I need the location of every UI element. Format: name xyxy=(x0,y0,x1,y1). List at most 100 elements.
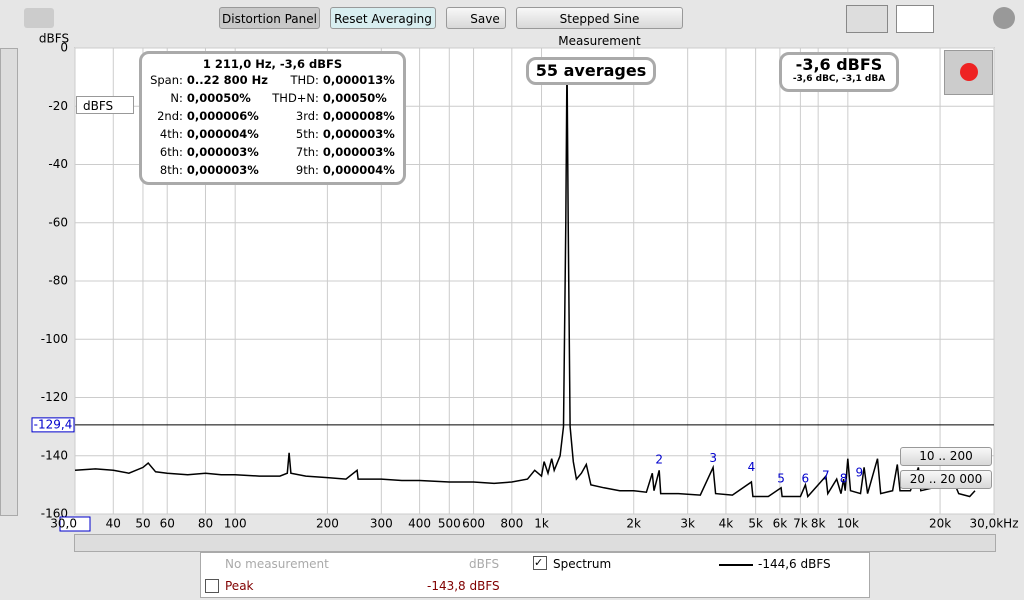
level-main: -3,6 dBFS xyxy=(795,55,883,74)
x-tick-label: 8k xyxy=(811,517,826,531)
info-label: 2nd: xyxy=(157,109,183,123)
info-row: 8th: 0,000003% 9th: 0,000004% xyxy=(148,161,397,179)
info-label: N: xyxy=(170,91,183,105)
x-tick-label: 20k xyxy=(929,517,951,531)
x-tick-label: 600 xyxy=(462,517,485,531)
harmonic-label: 5 xyxy=(777,472,785,486)
record-button[interactable] xyxy=(944,50,993,95)
unit-select[interactable]: dBFS xyxy=(76,96,134,114)
x-tick-label: 800 xyxy=(500,517,523,531)
y-tick-label: -120 xyxy=(41,390,68,404)
info-value: 0..22 800 Hz xyxy=(186,73,268,87)
harmonic-label: 9 xyxy=(855,466,863,480)
info-label: 6th: xyxy=(159,145,183,159)
info-heading: 1 211,0 Hz, -3,6 dBFS xyxy=(202,57,343,71)
legend-panel: No measurement dBFS ✓ Spectrum -144,6 dB… xyxy=(200,552,870,598)
peak-checkbox[interactable] xyxy=(205,579,219,593)
harmonic-label: 2 xyxy=(655,453,663,467)
info-value: 0,00050% xyxy=(186,91,251,105)
info-value: 0,000013% xyxy=(322,73,395,87)
x-tick-label: 3k xyxy=(680,517,695,531)
x-tick-label: 2k xyxy=(626,517,641,531)
info-row: Span: 0..22 800 Hz THD: 0,000013% xyxy=(148,71,397,89)
range-button[interactable]: 10 .. 200 xyxy=(900,447,992,466)
legend-unit: dBFS xyxy=(469,557,500,571)
info-label: 4th: xyxy=(159,127,183,141)
info-value: 0,000003% xyxy=(186,163,259,177)
info-panel: 1 211,0 Hz, -3,6 dBFS Span: 0..22 800 Hz T… xyxy=(139,51,406,185)
x-tick-label: 1k xyxy=(534,517,549,531)
info-row: N: 0,00050% THD+N: 0,00050% xyxy=(148,89,397,107)
harmonic-label: 7 xyxy=(822,469,830,483)
harmonic-label: 8 xyxy=(840,472,848,486)
camera-icon[interactable] xyxy=(24,8,54,28)
harmonic-label: 4 xyxy=(748,460,756,474)
x-tick-label: 30,0 xyxy=(50,517,77,531)
x-tick-label: 7k xyxy=(793,517,808,531)
info-label: 7th: xyxy=(295,145,319,159)
y-tick-label: -100 xyxy=(41,332,68,346)
info-label: THD+N: xyxy=(272,91,319,105)
x-tick-label: 60 xyxy=(160,517,175,531)
x-tick-label: 200 xyxy=(316,517,339,531)
info-value: 0,00050% xyxy=(322,91,387,105)
settings-icon[interactable] xyxy=(993,7,1015,29)
spectrum-line xyxy=(74,58,976,499)
legend-entry: No measurement xyxy=(225,557,329,571)
info-value: 0,000004% xyxy=(322,163,395,177)
x-tick-label: 500 xyxy=(438,517,461,531)
range-button[interactable]: 20 .. 20 000 xyxy=(900,470,992,489)
y-axis-label: dBFS xyxy=(39,32,69,46)
info-label: Span: xyxy=(150,73,183,87)
legend-swatch xyxy=(719,564,753,566)
info-value: 0,000003% xyxy=(322,145,395,159)
cursor-box xyxy=(31,417,75,433)
x-tick-label: 100 xyxy=(224,517,247,531)
info-value: 0,000003% xyxy=(322,127,395,141)
x-tick-label: 4k xyxy=(719,517,734,531)
h-scrollbar[interactable] xyxy=(74,534,996,552)
x-tick-label: 10k xyxy=(837,517,859,531)
cursor-label: -129,4 xyxy=(34,417,73,431)
info-label: THD: xyxy=(290,73,319,87)
harmonic-label: 3 xyxy=(709,451,717,465)
x-tick-label: 40 xyxy=(106,517,121,531)
x-tick-label: 80 xyxy=(198,517,213,531)
v-scrollbar[interactable] xyxy=(0,48,18,516)
view-icon[interactable] xyxy=(846,5,888,33)
x-tick-label: 30,0kHz xyxy=(970,517,1019,531)
x-tick-label: 5k xyxy=(748,517,763,531)
averages-box: 55 averages xyxy=(526,57,656,85)
x-tick-label: 300 xyxy=(370,517,393,531)
info-label: 5th: xyxy=(295,127,319,141)
info-label: 3rd: xyxy=(295,109,319,123)
info-value: 0,000004% xyxy=(186,127,259,141)
info-label: 9th: xyxy=(295,163,319,177)
legend-entry: Peak xyxy=(225,579,254,593)
distortion-button[interactable]: Distortion Panel xyxy=(219,7,320,29)
harmonic-label: 6 xyxy=(802,472,810,486)
y-tick-label: -40 xyxy=(48,157,68,171)
info-row: 4th: 0,000004% 5th: 0,000003% xyxy=(148,125,397,143)
stepped-button[interactable]: Stepped Sine Measurement xyxy=(516,7,683,48)
y-tick-label: -80 xyxy=(48,274,68,288)
legend-value: -143,8 dBFS xyxy=(427,579,500,593)
info-row: 6th: 0,000003% 7th: 0,000003% xyxy=(148,143,397,161)
x-tick-label: 6k xyxy=(773,517,788,531)
x-tick-label: 400 xyxy=(408,517,431,531)
info-table: Span: 0..22 800 Hz THD: 0,000013% N: 0,00050%… xyxy=(148,71,397,179)
xstart-box xyxy=(59,516,91,532)
x-tick-label: 50 xyxy=(135,517,150,531)
level-box: -3,6 dBFS -3,6 dBC, -3,1 dBA xyxy=(779,52,899,92)
level-sub: -3,6 dBC, -3,1 dBA xyxy=(792,74,886,84)
save-button[interactable]: Save xyxy=(446,7,506,29)
y-tick-label: -60 xyxy=(48,215,68,229)
reset-button[interactable]: Reset Averaging xyxy=(330,7,436,29)
info-label: 8th: xyxy=(159,163,183,177)
info-row: 2nd: 0,000006% 3rd: 0,000008% xyxy=(148,107,397,125)
grid-icon[interactable] xyxy=(896,5,934,33)
spectrum-checkbox[interactable]: ✓ xyxy=(533,556,547,570)
legend-entry: Spectrum xyxy=(553,557,612,571)
